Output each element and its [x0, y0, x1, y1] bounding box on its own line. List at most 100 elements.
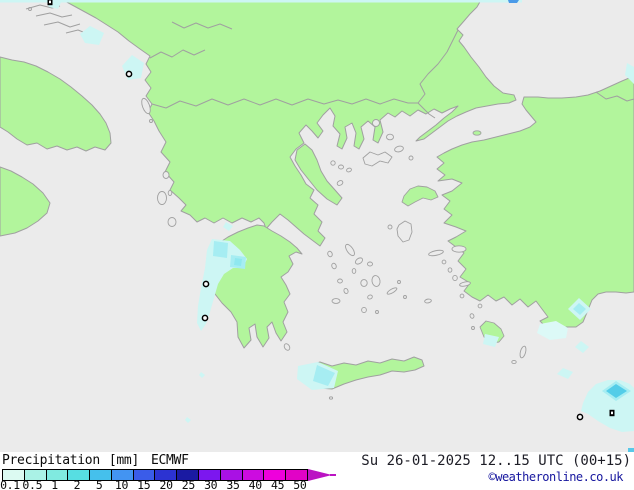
- island-lefkada: [162, 171, 170, 179]
- scale-tick: 40: [248, 478, 263, 490]
- scale-tick: 10: [114, 478, 129, 490]
- copyright-text: ©weatheronline.co.uk: [488, 470, 624, 484]
- island-marmara: [472, 130, 482, 136]
- station-marker-ring: [576, 413, 584, 421]
- precip-patch-med-sea-diamond: [557, 368, 573, 379]
- scale-tick: 20: [159, 478, 173, 490]
- weather-map: [0, 0, 634, 452]
- scale-tick: 35: [226, 478, 240, 490]
- island-small-1: [397, 280, 401, 284]
- scale-segment: [220, 470, 243, 480]
- island-ikaria: [428, 249, 444, 257]
- scale-tick: 50: [293, 478, 307, 490]
- forecast-datetime: Su 26-01-2025 12..15 UTC (00+15): [361, 453, 631, 469]
- scale-segment: [111, 470, 134, 480]
- precip-patch-crete-west-core: [313, 365, 335, 386]
- scale-segment: [199, 470, 221, 480]
- station-marker-square-center: [49, 0, 51, 4]
- precip-patch-turkey-coast-diamond: [575, 341, 589, 353]
- island-anafi: [375, 310, 379, 314]
- precip-patch-rhodes-patch: [483, 334, 499, 347]
- italy-puglia: [0, 56, 112, 152]
- border-north-greece: [151, 98, 418, 109]
- scale-segment: [155, 470, 178, 480]
- island-skopelos: [338, 164, 344, 170]
- scale-segment: [286, 470, 307, 480]
- island-leros: [447, 267, 453, 273]
- island-bozcaada: [408, 155, 414, 161]
- island-corfu: [141, 97, 151, 115]
- station-markers-layer: [47, 0, 615, 421]
- scale-segment: [68, 470, 91, 480]
- scale-segment: [264, 470, 287, 480]
- precip-patch-gulf-speck: [223, 222, 233, 231]
- island-syros: [351, 268, 357, 274]
- scale-segment: [90, 470, 112, 480]
- island-kos: [459, 281, 471, 287]
- island-thasos: [372, 119, 380, 127]
- island-santorini: [361, 306, 367, 314]
- legend-unit: [mm]: [108, 453, 139, 468]
- island-nisyros: [459, 293, 465, 299]
- precip-patch-north-edge-speck: [508, 0, 519, 3]
- color-scale-arrow: [308, 469, 336, 481]
- scale-tick: 1: [51, 478, 58, 490]
- island-kea: [327, 250, 333, 258]
- country-borders-layer: [149, 21, 634, 119]
- scale-tick: 30: [204, 478, 218, 490]
- island-kefalonia: [157, 191, 167, 205]
- island-alonissos: [346, 167, 352, 173]
- precip-patch-blacksea-sliver: [625, 63, 634, 84]
- island-ithaki: [167, 190, 173, 196]
- island-skyros: [336, 180, 344, 186]
- scale-tick: 0.5: [22, 478, 43, 490]
- island-symi: [477, 303, 483, 309]
- border-montenegro: [149, 49, 206, 59]
- island-patmos: [441, 259, 447, 265]
- scale-tick: 5: [95, 478, 103, 490]
- island-skiathos: [330, 160, 336, 166]
- island-ios: [367, 294, 373, 300]
- island-naxos: [371, 275, 381, 287]
- island-sifnos: [343, 288, 349, 294]
- scale-segment: [242, 470, 265, 480]
- station-marker-ring: [202, 280, 210, 288]
- legend-model: ECMWF: [150, 453, 189, 468]
- island-kythnos: [331, 262, 337, 270]
- precip-patch-sea-speck-1: [199, 372, 205, 378]
- island-serifos: [337, 278, 343, 284]
- scale-tick: 45: [270, 478, 285, 490]
- islet-ring: [28, 7, 32, 11]
- scale-segment: [133, 470, 156, 480]
- islands-layer: [141, 97, 527, 400]
- island-kalymnos: [452, 274, 458, 282]
- scale-tick: 0.1: [0, 478, 20, 490]
- legend-parameter: Precipitation: [2, 453, 100, 468]
- scale-segment: [24, 470, 47, 480]
- border-bulgaria-turkey: [417, 29, 459, 104]
- legend-footer-bar: Precipitation [mm] ECMWF 0.1 0.5 1 2 5 10 15 20 25…: [0, 452, 634, 490]
- precip-patch-se-corner-core: [606, 384, 627, 398]
- scale-tick: 25: [181, 478, 196, 490]
- island-lesbos: [401, 185, 439, 207]
- island-andros: [345, 243, 355, 257]
- legend-title: Precipitation [mm] ECMWF: [2, 453, 189, 468]
- island-milos: [331, 298, 341, 304]
- scale-segment: [46, 470, 69, 480]
- island-mykonos: [367, 261, 373, 267]
- precip-patch-turkey-coast-blob: [537, 321, 568, 340]
- island-imbros: [394, 145, 404, 153]
- island-tinos: [354, 257, 364, 265]
- island-small-2: [403, 295, 407, 299]
- island-karpathos: [519, 345, 527, 359]
- evia-island: [294, 143, 343, 206]
- station-marker-ring: [201, 314, 209, 322]
- border-greece-turkey: [417, 102, 436, 119]
- precip-patch-ionian-cell-2-core: [234, 258, 242, 266]
- scale-tick: 2: [73, 478, 81, 490]
- station-marker-square-center: [611, 411, 613, 415]
- italy-calabria: [0, 166, 51, 237]
- precip-patch-north-edge-band: [0, 0, 522, 3]
- color-scale-bar: [2, 469, 308, 481]
